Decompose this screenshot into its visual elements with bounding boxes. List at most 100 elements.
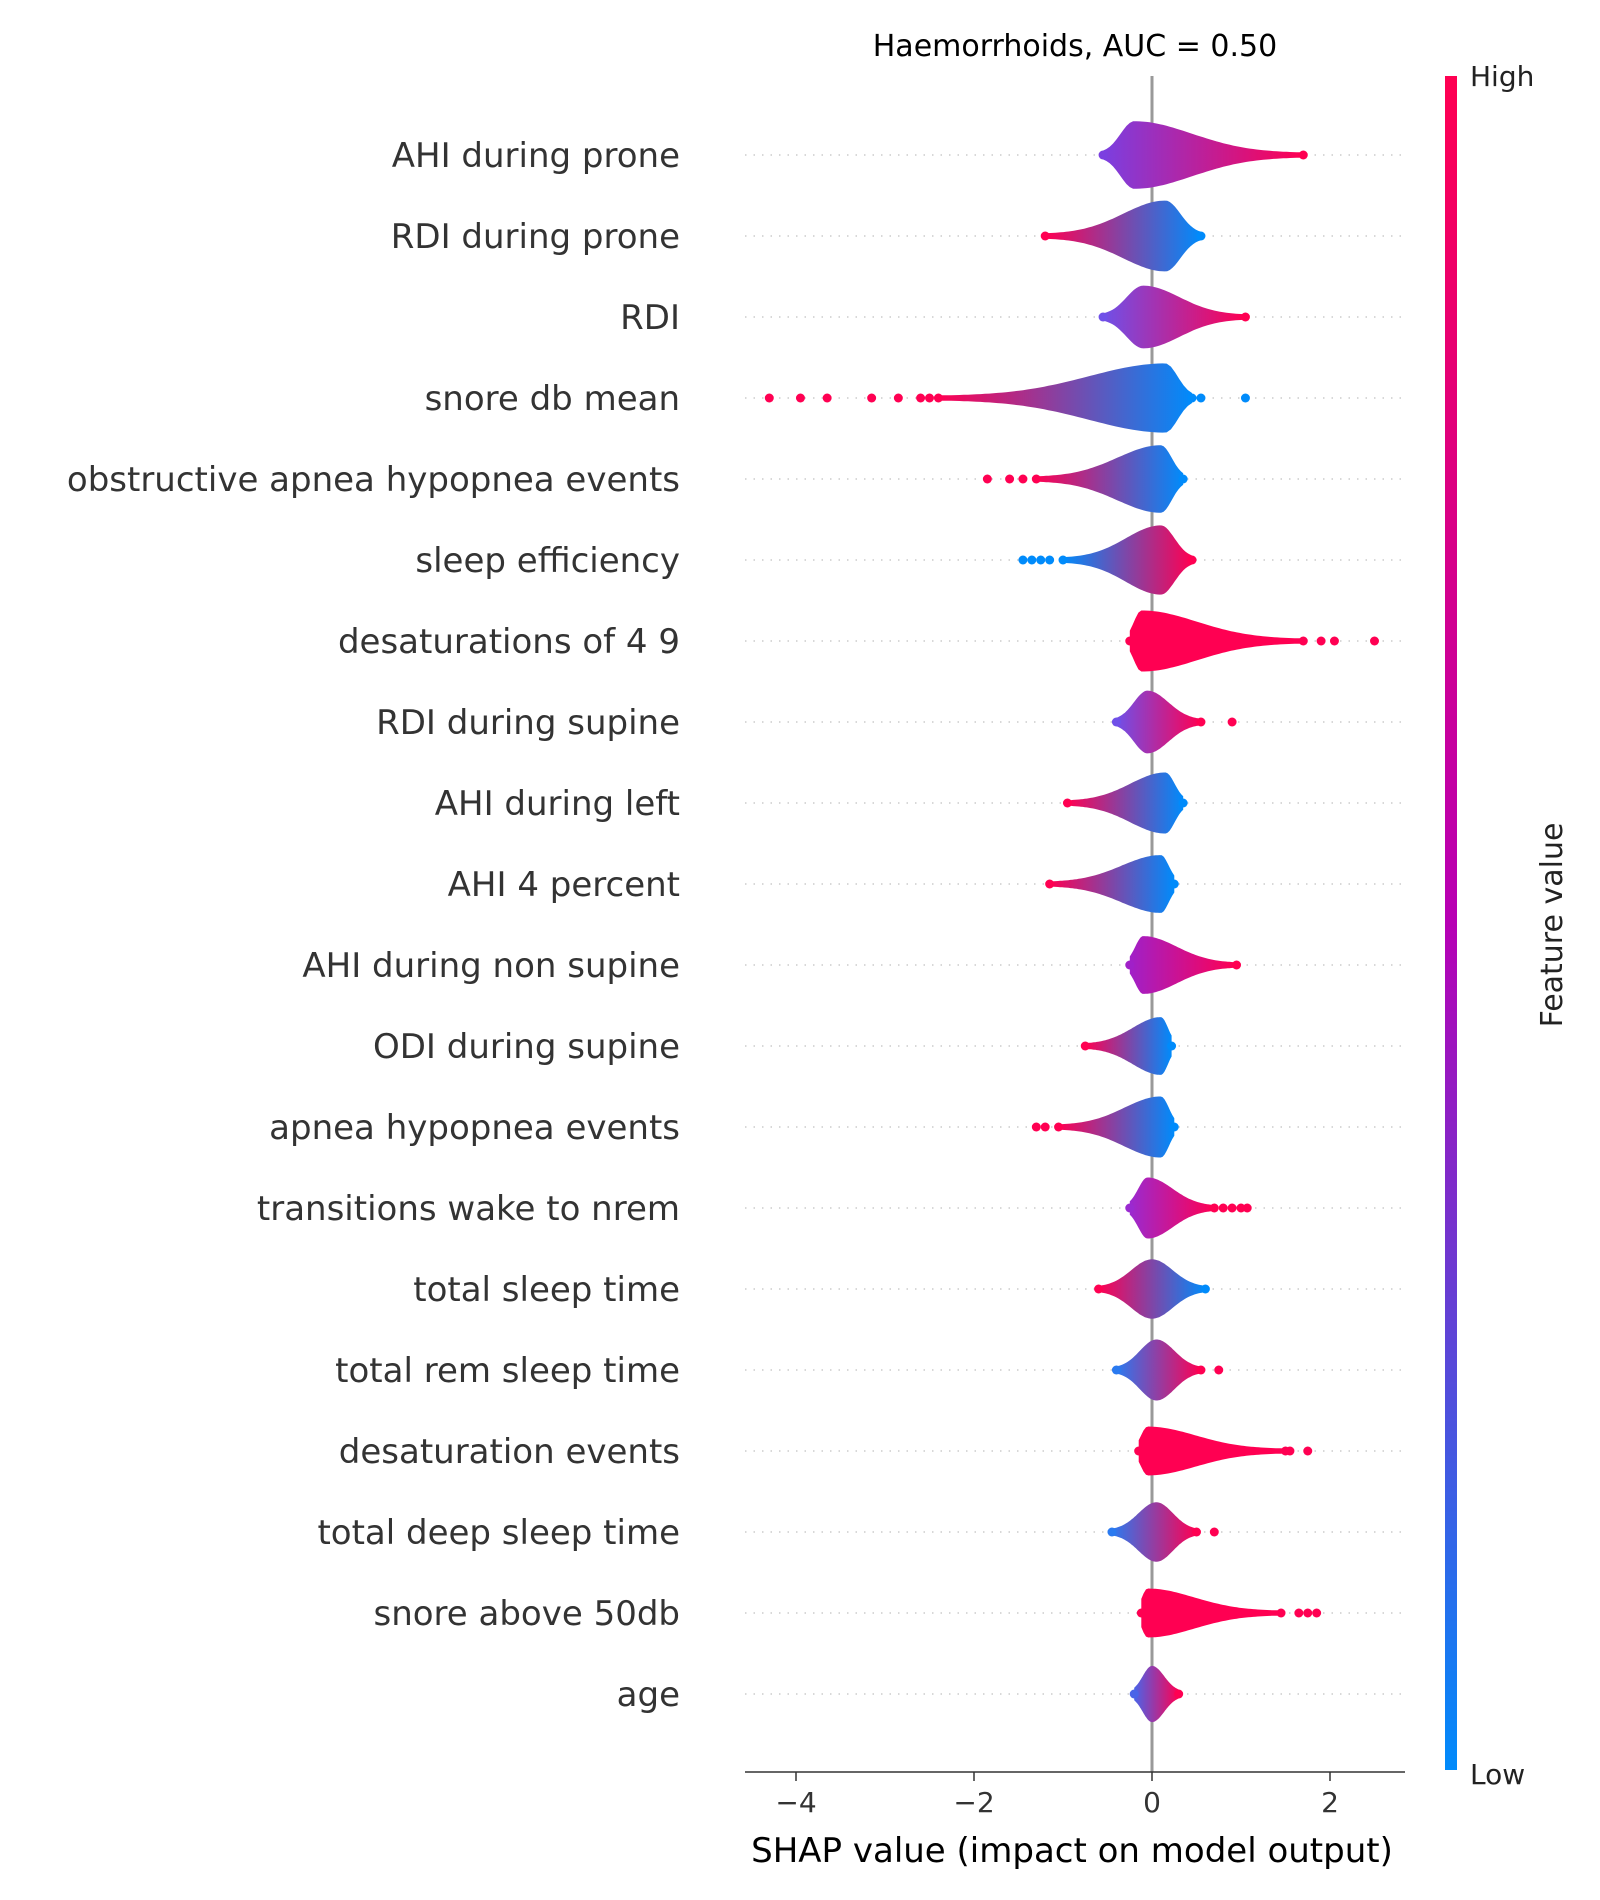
violin-end-point: [1174, 1689, 1184, 1699]
violin-shape: [1103, 121, 1304, 189]
violin-end-point: [1125, 960, 1135, 970]
feature-label: desaturations of 4 9: [338, 622, 680, 662]
violin-end-point: [1167, 1041, 1177, 1051]
outlier-point: [1316, 636, 1326, 646]
colorbar-low-label: Low: [1470, 1758, 1525, 1791]
feature-label: total sleep time: [413, 1270, 680, 1310]
x-axis-label: SHAP value (impact on model output): [751, 1831, 1393, 1871]
feature-label: RDI: [620, 298, 680, 338]
outlier-point: [1242, 1203, 1252, 1213]
violin-end-point: [1129, 1689, 1139, 1699]
feature-label: ODI during supine: [373, 1027, 680, 1067]
violin-shape: [1058, 1096, 1175, 1158]
violin-shape: [1112, 1502, 1197, 1562]
feature-label: AHI during left: [435, 784, 680, 824]
violin-shape: [1045, 200, 1201, 272]
violin-end-point: [1080, 1041, 1090, 1051]
violin-end-point: [1232, 960, 1242, 970]
x-tick-label: −4: [775, 1786, 816, 1819]
x-ticks: −4 −2 0 2: [775, 1772, 1339, 1819]
feature-label: desaturation events: [339, 1432, 680, 1472]
x-tick-label: 0: [1143, 1786, 1161, 1819]
violin-end-point: [1031, 474, 1041, 484]
violin-shape: [1103, 285, 1246, 349]
outlier-point: [1218, 1203, 1228, 1213]
violin-end-point: [1058, 555, 1068, 565]
violin-end-point: [1054, 1122, 1064, 1132]
feature-label: transitions wake to nrem: [257, 1189, 680, 1229]
feature-label: RDI during prone: [391, 217, 680, 257]
violins: [764, 121, 1379, 1723]
violin-end-point: [1098, 150, 1108, 160]
chart-title: Haemorrhoids, AUC = 0.50: [873, 29, 1277, 64]
feature-label: AHI 4 percent: [448, 865, 680, 905]
violin-shape: [1063, 525, 1192, 595]
violin-end-point: [1178, 798, 1188, 808]
outlier-point: [795, 393, 805, 403]
feature-label: obstructive apnea hypopnea events: [67, 460, 680, 500]
outlier-point: [1045, 555, 1055, 565]
violin-shape: [1129, 936, 1237, 994]
feature-label: snore db mean: [425, 379, 680, 419]
violin-end-point: [1240, 312, 1250, 322]
x-tick-label: −2: [953, 1786, 994, 1819]
outlier-point: [1294, 1608, 1304, 1618]
violin-end-point: [933, 393, 943, 403]
violin-end-point: [1111, 717, 1121, 727]
outlier-point: [893, 393, 903, 403]
violin-end-point: [1134, 1446, 1144, 1456]
outlier-point: [916, 393, 926, 403]
violin-end-point: [1187, 393, 1197, 403]
violin-end-point: [1062, 798, 1072, 808]
violin-end-point: [1298, 636, 1308, 646]
outlier-point: [1196, 393, 1206, 403]
outlier-point: [1036, 555, 1046, 565]
feature-label: snore above 50db: [373, 1594, 680, 1634]
violin-shape: [1085, 1017, 1172, 1075]
outlier-point: [1227, 1203, 1237, 1213]
violin-end-point: [1196, 1365, 1206, 1375]
feature-label: apnea hypopnea events: [269, 1108, 680, 1148]
colorbar: [1445, 76, 1457, 1770]
violin-end-point: [1192, 1527, 1201, 1537]
violin-shape: [1138, 1426, 1286, 1476]
outlier-point: [982, 474, 992, 484]
outlier-point: [822, 393, 832, 403]
outlier-point: [1018, 555, 1028, 565]
violin-end-point: [1196, 717, 1206, 727]
feature-label: AHI during prone: [392, 136, 680, 176]
outlier-point: [1303, 1608, 1313, 1618]
violin-end-point: [1196, 231, 1206, 241]
violin-shape: [1036, 445, 1184, 513]
colorbar-title: Feature value: [1535, 823, 1570, 1028]
violin-shape: [1129, 610, 1304, 672]
outlier-point: [867, 393, 877, 403]
violin-shape: [1116, 1339, 1201, 1401]
outlier-point: [1005, 474, 1015, 484]
outlier-point: [1240, 393, 1250, 403]
violin-end-point: [1169, 879, 1179, 889]
feature-label: sleep efficiency: [415, 541, 680, 581]
violin-shape: [1129, 1177, 1215, 1239]
feature-label: total rem sleep time: [335, 1351, 680, 1391]
feature-label: age: [617, 1675, 680, 1715]
violin-end-point: [1209, 1203, 1219, 1213]
violin-end-point: [1098, 312, 1108, 322]
outlier-point: [1040, 1122, 1050, 1132]
violin-end-point: [1200, 1284, 1210, 1294]
outlier-point: [1031, 1122, 1041, 1132]
outlier-point: [1329, 636, 1339, 646]
violin-end-point: [1276, 1608, 1286, 1618]
violin-end-point: [1045, 879, 1055, 889]
violin-end-point: [1125, 636, 1135, 646]
violin-end-point: [1169, 1122, 1179, 1132]
outlier-point: [1236, 1203, 1246, 1213]
violin-end-point: [1040, 231, 1050, 241]
outlier-point: [1303, 1446, 1313, 1456]
violin-end-point: [1107, 1527, 1117, 1537]
feature-label: total deep sleep time: [317, 1513, 680, 1553]
outlier-point: [764, 393, 774, 403]
violin-shape: [1141, 1588, 1281, 1638]
outlier-point: [1227, 717, 1237, 727]
